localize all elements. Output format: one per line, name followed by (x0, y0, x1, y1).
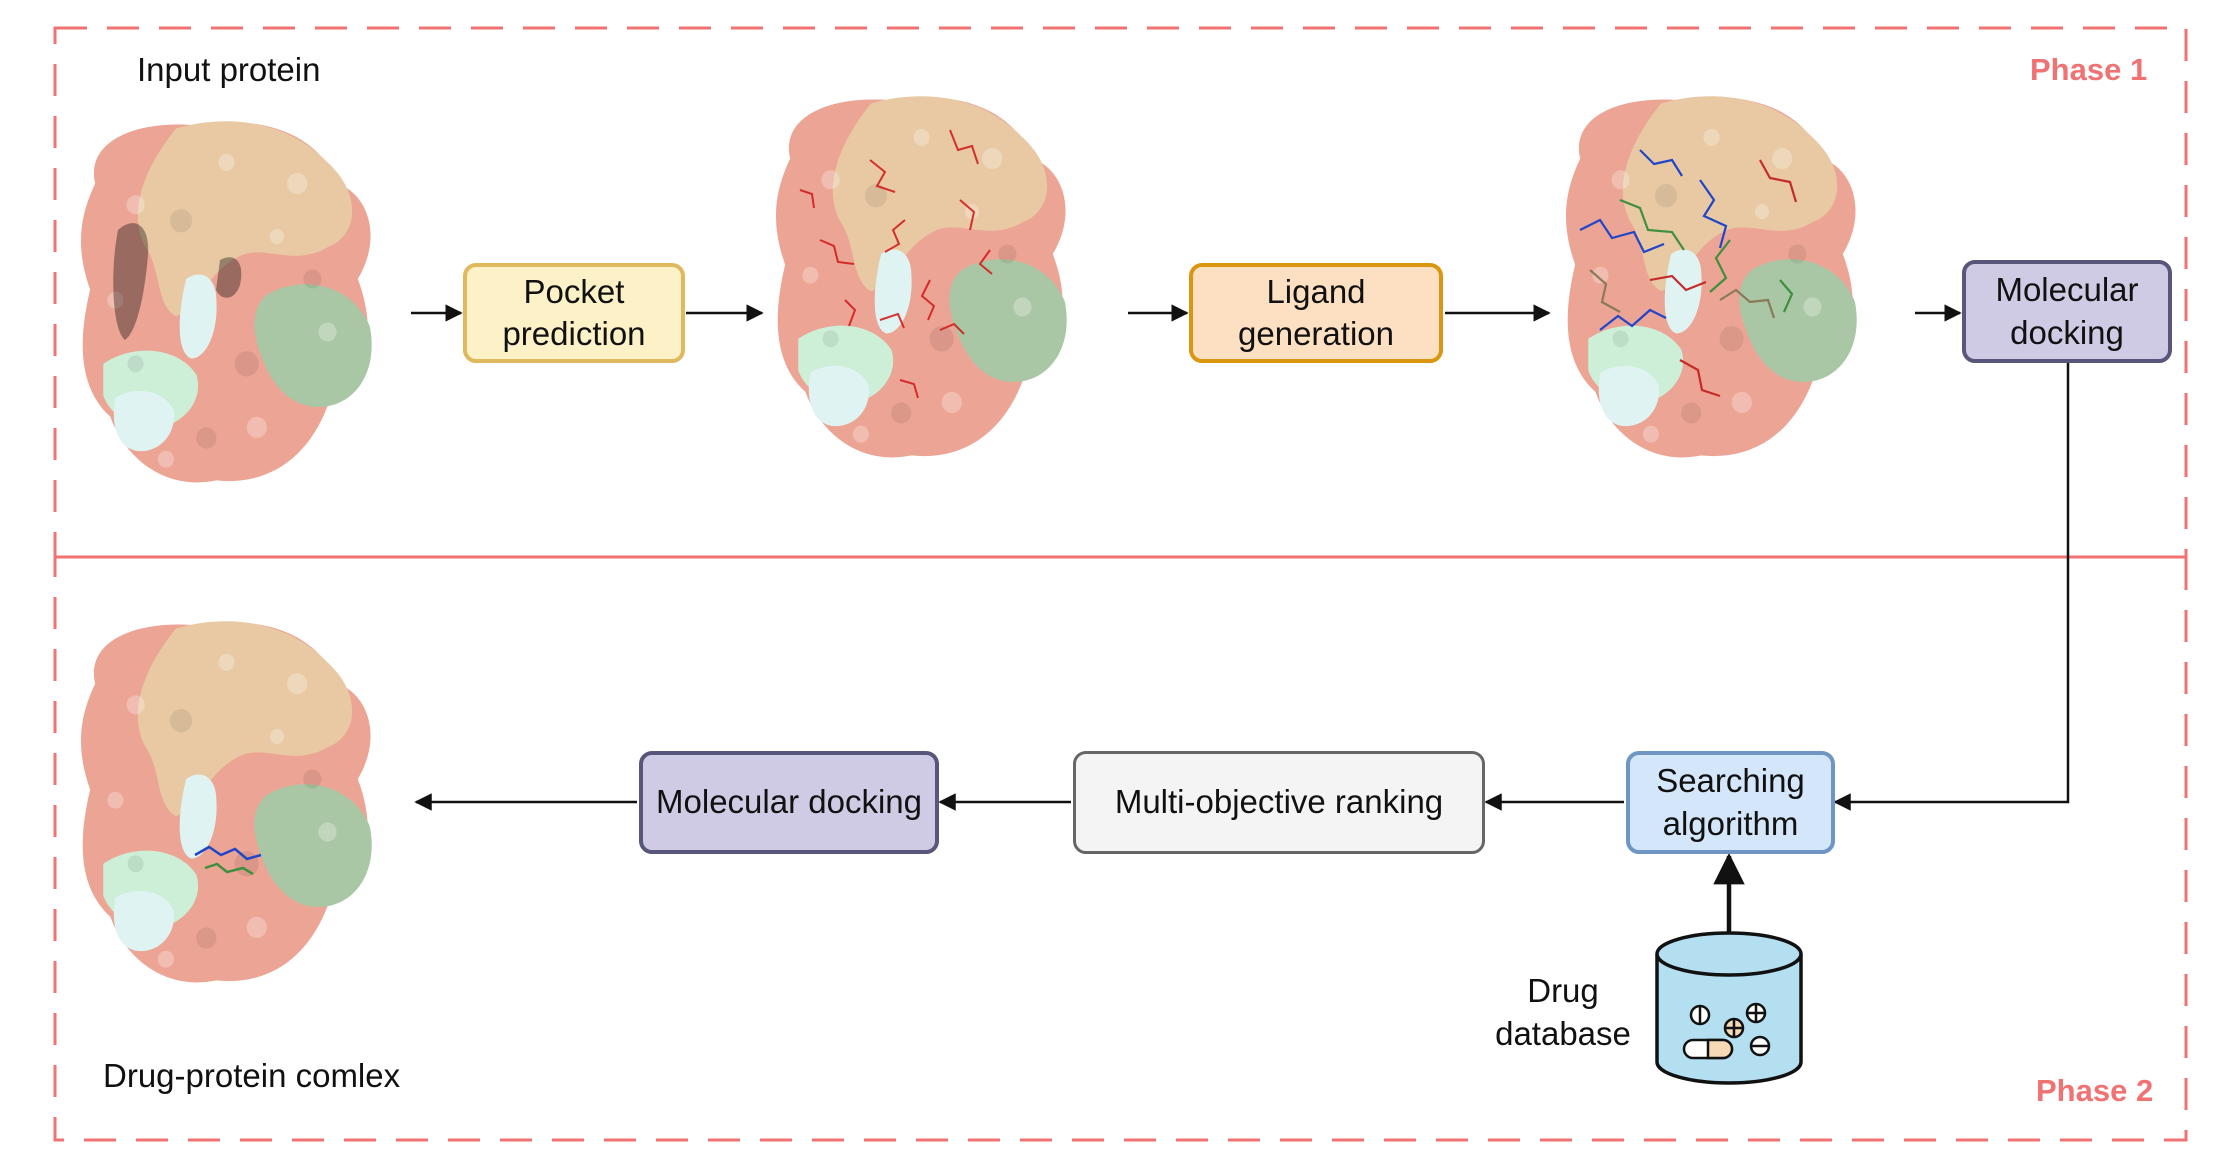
phase2-boundary (53, 555, 2188, 1142)
input-protein-label: Input protein (137, 51, 321, 88)
docking1-box-line-1: Molecular (1995, 271, 2139, 309)
drug-database-label: Drug database (1493, 970, 1633, 1056)
pocket-protein-icon (776, 96, 1067, 458)
input-protein-icon (81, 121, 372, 483)
pocket-box-line-1: Pocket (523, 272, 625, 310)
phase1-boundary (53, 26, 2188, 559)
molecular-docking-box-phase1: Molecular docking (1962, 260, 2172, 363)
docking2-box-label: Molecular docking (656, 783, 922, 821)
multi-objective-ranking-box: Multi-objective ranking (1073, 751, 1485, 854)
ligand-box-line-2: generation (1238, 315, 1394, 352)
ligand-box-line-1: Ligand (1266, 272, 1366, 310)
ligand-generation-box: Ligand generation (1189, 263, 1443, 363)
ranking-box-label: Multi-objective ranking (1114, 783, 1444, 821)
search-box-line-1: Searching (1656, 762, 1805, 800)
phase2-title: Phase 2 (2036, 1073, 2154, 1108)
complex-protein-icon (81, 621, 372, 983)
drug-database-line-1: Drug (1527, 972, 1599, 1009)
ligand-protein-icon (1566, 96, 1857, 458)
arrow-docking-to-search (1833, 363, 2070, 811)
charged-molecule-icon (1682, 1002, 1771, 1060)
search-box-line-2: algorithm (1662, 804, 1799, 842)
pocket-prediction-box: Pocket prediction (463, 263, 685, 363)
phase1-title: Phase 1 (2030, 52, 2148, 87)
molecular-docking-box-phase2: Molecular docking (639, 751, 939, 854)
pocket-box-line-2: prediction (502, 315, 646, 352)
database-cylinder-icon (1655, 931, 1803, 1085)
searching-algorithm-box: Searching algorithm (1626, 751, 1835, 854)
docking1-box-line-2: docking (2010, 313, 2124, 351)
drug-database-line-2: database (1495, 1014, 1631, 1052)
output-complex-label: Drug-protein comlex (103, 1057, 401, 1094)
